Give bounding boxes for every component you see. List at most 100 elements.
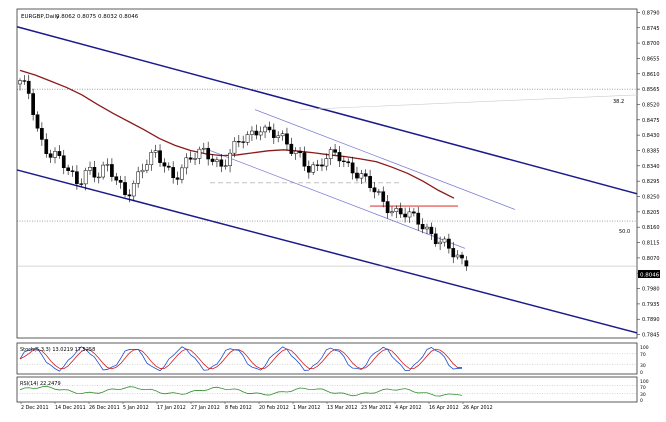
rsi-tick-100: 100 [640, 379, 649, 385]
candle-body [250, 130, 254, 135]
inner-channel-upper [254, 109, 516, 210]
candle-body [127, 194, 132, 197]
candle-body [280, 133, 285, 137]
candle-body [48, 153, 53, 158]
candle-body [79, 183, 84, 185]
candle-body [403, 213, 407, 218]
candle-body [263, 126, 267, 133]
ohlc-readout: 0.8062 0.8075 0.8032 0.8046 [56, 14, 139, 20]
date-tick-label: 1 Mar 2012 [293, 405, 320, 411]
date-tick-label: 26 Dec 2011 [89, 405, 120, 411]
candle-body [267, 126, 272, 131]
candle-body [92, 167, 97, 178]
candle-body [372, 187, 377, 193]
candle-body [53, 151, 57, 158]
rsi-lines [17, 385, 637, 397]
price-tick-label: 0.8790 [642, 10, 660, 16]
candle-body [359, 173, 364, 179]
candle-body [44, 139, 49, 154]
candle-body [123, 182, 127, 196]
price-tick-label: 0.8655 [642, 56, 660, 62]
candle-body [451, 248, 456, 258]
candle-body [302, 152, 307, 167]
date-tick-label: 4 Apr 2012 [395, 405, 422, 411]
candle-body [420, 224, 425, 230]
candle-body [215, 159, 219, 162]
candle-body [96, 176, 101, 179]
price-tick-label: 0.8520 [642, 102, 660, 108]
candle-body [350, 162, 355, 174]
candle-body [447, 238, 451, 249]
candle-body [276, 135, 281, 138]
fib-label-500: 50.0 [619, 229, 630, 235]
price-tick-label: 0.8295 [642, 179, 660, 185]
date-tick-label: 20 Feb 2012 [259, 405, 289, 411]
candle-body [145, 164, 149, 171]
candle-body [416, 212, 421, 225]
candle-body [171, 167, 176, 178]
price-tick-label: 0.8340 [642, 164, 660, 170]
rsi-label: RSI(14) 22.2479 [20, 381, 61, 387]
candle-body [324, 158, 329, 167]
candle-body [254, 130, 259, 136]
candle-body [232, 141, 237, 154]
candle-body [18, 80, 22, 85]
lower-channel-line [16, 169, 638, 334]
stoch-axis: 100 70 30 0 [640, 345, 649, 376]
candle-body [158, 150, 162, 163]
candle-body [101, 164, 105, 178]
price-tick-label: 0.8385 [642, 148, 660, 154]
price-axis: 0.8790 0.8745 0.8700 0.8655 0.8610 0.8565 0.85… [637, 10, 660, 339]
candle-body [460, 254, 464, 259]
rsi-axis: 100 70 30 0 [640, 379, 649, 404]
candle-body [385, 201, 390, 214]
candle-body [236, 141, 241, 143]
candle-body [31, 93, 35, 115]
price-tick-label: 0.8160 [642, 225, 660, 231]
candle-body [149, 152, 154, 166]
candle-body [118, 179, 123, 183]
candle-body [407, 211, 412, 218]
candle-body [442, 238, 447, 243]
price-tick-label: 0.7980 [642, 287, 660, 293]
candle-body [175, 177, 180, 180]
date-tick-label: 27 Jan 2012 [191, 405, 220, 411]
date-tick-label: 13 Mar 2012 [327, 405, 357, 411]
candle-body [368, 176, 372, 188]
upper-channel-line [16, 26, 638, 195]
stoch-tick-100: 100 [640, 345, 649, 351]
price-tick-label: 0.8565 [642, 87, 660, 93]
candle-body [184, 157, 189, 169]
candle-body [180, 167, 184, 180]
candle-body [223, 165, 228, 167]
price-tick-label: 0.7935 [642, 302, 660, 308]
candle-body [206, 147, 211, 160]
symbol-title: EURGBP,Daily [21, 14, 60, 20]
date-tick-label: 8 Feb 2012 [225, 405, 252, 411]
candle-body [197, 148, 202, 159]
candle-body [110, 164, 114, 177]
candle-body [114, 176, 119, 181]
candle-body [140, 169, 145, 173]
candle-body [26, 80, 31, 94]
price-tick-label: 0.7890 [642, 317, 660, 323]
drawings-layer [16, 26, 638, 334]
stoch-label: Stoch(5,3,3) 13.0219 17.5258 [20, 347, 95, 353]
candle-body [61, 155, 66, 169]
candle-body [398, 208, 403, 215]
price-tick-label: 0.8115 [642, 241, 660, 247]
price-tick-label: 0.8610 [642, 72, 660, 78]
date-tick-label: 2 Dec 2011 [21, 405, 49, 411]
stoch-panel [16, 342, 638, 375]
candle-body [455, 254, 460, 258]
candle-body [162, 162, 167, 167]
candle-body [425, 226, 429, 230]
date-tick-label: 14 Dec 2011 [55, 405, 86, 411]
candles-layer [18, 74, 469, 271]
candle-body [219, 159, 224, 167]
candle-body [228, 152, 232, 167]
price-tick-label: 0.7845 [642, 333, 660, 339]
candle-body [201, 147, 206, 150]
price-tick-label: 0.8205 [642, 210, 660, 216]
stoch-main-line [19, 346, 463, 372]
